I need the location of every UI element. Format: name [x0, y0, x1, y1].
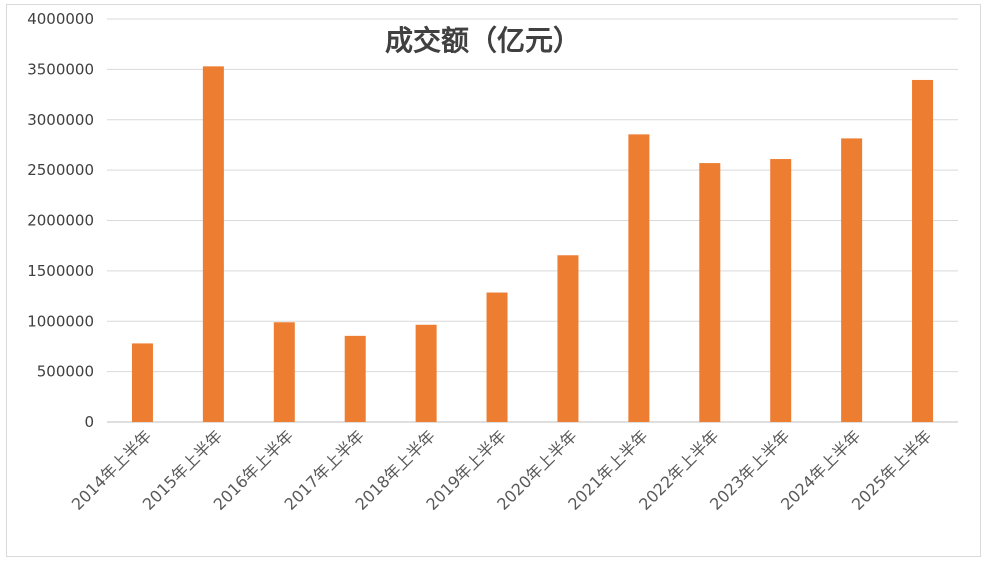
bar	[628, 134, 650, 422]
bar-layer	[131, 66, 934, 423]
bar	[912, 79, 934, 423]
bar	[770, 159, 792, 423]
y-axis-ticks: 0 500000 1000000 1500000 2000000 2500000 30000…	[27, 10, 94, 431]
bar	[699, 163, 721, 422]
chart-frame	[6, 4, 981, 557]
y-tick-label: 3500000	[27, 60, 94, 78]
bar	[486, 292, 508, 422]
y-tick-label: 500000	[37, 363, 94, 381]
bar	[415, 324, 437, 422]
bar	[273, 322, 295, 422]
y-tick-label: 4000000	[27, 10, 94, 28]
y-tick-label: 0	[84, 413, 94, 431]
chart-title: 成交额（亿元）	[385, 24, 581, 57]
bar	[344, 335, 366, 422]
bar	[202, 66, 224, 422]
grid-layer	[107, 18, 958, 423]
y-tick-label: 1500000	[27, 262, 94, 280]
bar	[841, 138, 863, 423]
y-tick-label: 2000000	[27, 212, 94, 230]
bar	[131, 343, 153, 422]
y-tick-label: 3000000	[27, 111, 94, 129]
y-tick-label: 1000000	[27, 312, 94, 330]
x-axis-ticks: 2014年上半年2015年上半年2016年上半年2017年上半年2018年上半年…	[68, 426, 936, 513]
y-tick-label: 2500000	[27, 161, 94, 179]
bar	[557, 255, 579, 422]
